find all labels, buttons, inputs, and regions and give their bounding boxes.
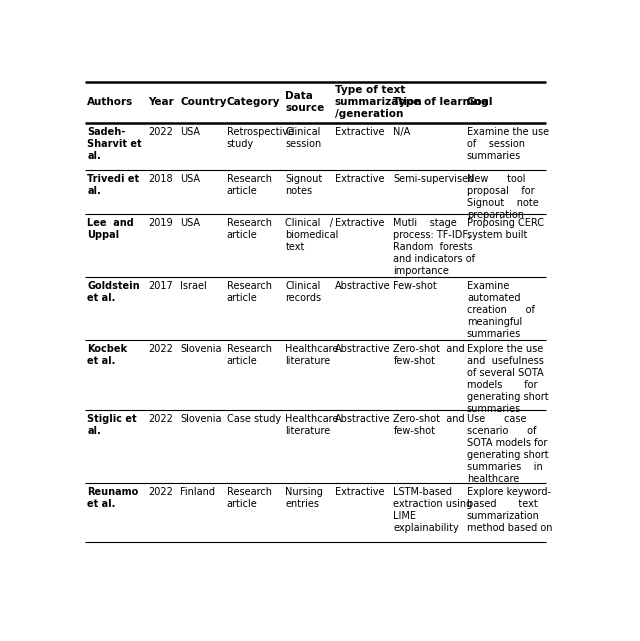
Text: Israel: Israel — [180, 281, 207, 291]
Text: Extractive: Extractive — [335, 174, 385, 184]
Text: Proposing CERC
system built: Proposing CERC system built — [467, 218, 544, 240]
Text: Trivedi et
al.: Trivedi et al. — [88, 174, 140, 196]
Text: Type of learning: Type of learning — [394, 97, 489, 107]
Text: Kocbek
et al.: Kocbek et al. — [88, 344, 127, 367]
Text: Country: Country — [180, 97, 227, 107]
Text: USA: USA — [180, 174, 200, 184]
Text: 2022: 2022 — [148, 487, 173, 497]
Text: Slovenia: Slovenia — [180, 413, 221, 424]
Text: Research
article: Research article — [227, 344, 272, 367]
Text: Type of text
summarization
/generation: Type of text summarization /generation — [335, 85, 422, 119]
Text: Slovenia: Slovenia — [180, 344, 221, 354]
Text: Signout
notes: Signout notes — [285, 174, 323, 196]
Text: Extractive: Extractive — [335, 487, 385, 497]
Text: Few-shot: Few-shot — [394, 281, 437, 291]
Text: Lee  and
Uppal: Lee and Uppal — [88, 218, 134, 240]
Text: Reunamo
et al.: Reunamo et al. — [88, 487, 139, 508]
Text: Clinical
records: Clinical records — [285, 281, 321, 303]
Text: Zero-shot  and
few-shot: Zero-shot and few-shot — [394, 344, 465, 367]
Text: 2017: 2017 — [148, 281, 173, 291]
Text: Abstractive: Abstractive — [335, 281, 390, 291]
Text: 2022: 2022 — [148, 344, 173, 354]
Text: Year: Year — [148, 97, 173, 107]
Text: 2018: 2018 — [148, 174, 173, 184]
Text: Clinical
session: Clinical session — [285, 127, 321, 149]
Text: Case study: Case study — [227, 413, 281, 424]
Text: Extractive: Extractive — [335, 127, 385, 137]
Text: Extractive: Extractive — [335, 218, 385, 228]
Text: N/A: N/A — [394, 127, 411, 137]
Text: Research
article: Research article — [227, 281, 272, 303]
Text: Zero-shot  and
few-shot: Zero-shot and few-shot — [394, 413, 465, 435]
Text: Category: Category — [227, 97, 280, 107]
Text: Healthcare
literature: Healthcare literature — [285, 413, 339, 435]
Text: Nursing
entries: Nursing entries — [285, 487, 323, 508]
Text: Research
article: Research article — [227, 174, 272, 196]
Text: New      tool
proposal    for
Signout    note
preparation: New tool proposal for Signout note prepa… — [467, 174, 539, 220]
Text: Use      case
scenario      of
SOTA models for
generating short
summaries    in
: Use case scenario of SOTA models for gen… — [467, 413, 548, 483]
Text: Stiglic et
al.: Stiglic et al. — [88, 413, 137, 435]
Text: Examine the use
of    session
summaries: Examine the use of session summaries — [467, 127, 549, 161]
Text: Abstractive: Abstractive — [335, 344, 390, 354]
Text: 2019: 2019 — [148, 218, 173, 228]
Text: LSTM-based
extraction using
LIME
explainability: LSTM-based extraction using LIME explain… — [394, 487, 473, 533]
Text: Sadeh-
Sharvit et
al.: Sadeh- Sharvit et al. — [88, 127, 142, 161]
Text: Research
article: Research article — [227, 218, 272, 240]
Text: Goldstein
et al.: Goldstein et al. — [88, 281, 140, 303]
Text: Explore keyword-
based       text
summarization
method based on: Explore keyword- based text summarizatio… — [467, 487, 552, 533]
Text: Mutli    stage
process: TF-IDF,
Random  forests
and indicators of
importance: Mutli stage process: TF-IDF, Random fore… — [394, 218, 476, 276]
Text: Examine
automated
creation      of
meaningful
summaries: Examine automated creation of meaningful… — [467, 281, 535, 339]
Text: Goal: Goal — [467, 97, 493, 107]
Text: Retrospective
study: Retrospective study — [227, 127, 294, 149]
Text: USA: USA — [180, 127, 200, 137]
Text: Abstractive: Abstractive — [335, 413, 390, 424]
Text: Data
source: Data source — [285, 91, 324, 113]
Text: Explore the use
and  usefulness
of several SOTA
models       for
generating shor: Explore the use and usefulness of severa… — [467, 344, 548, 415]
Text: Authors: Authors — [88, 97, 134, 107]
Text: Clinical   /
biomedical
text: Clinical / biomedical text — [285, 218, 339, 252]
Text: USA: USA — [180, 218, 200, 228]
Text: 2022: 2022 — [148, 413, 173, 424]
Text: Research
article: Research article — [227, 487, 272, 508]
Text: Finland: Finland — [180, 487, 215, 497]
Text: Semi-supervised: Semi-supervised — [394, 174, 475, 184]
Text: Healthcare
literature: Healthcare literature — [285, 344, 339, 367]
Text: 2022: 2022 — [148, 127, 173, 137]
